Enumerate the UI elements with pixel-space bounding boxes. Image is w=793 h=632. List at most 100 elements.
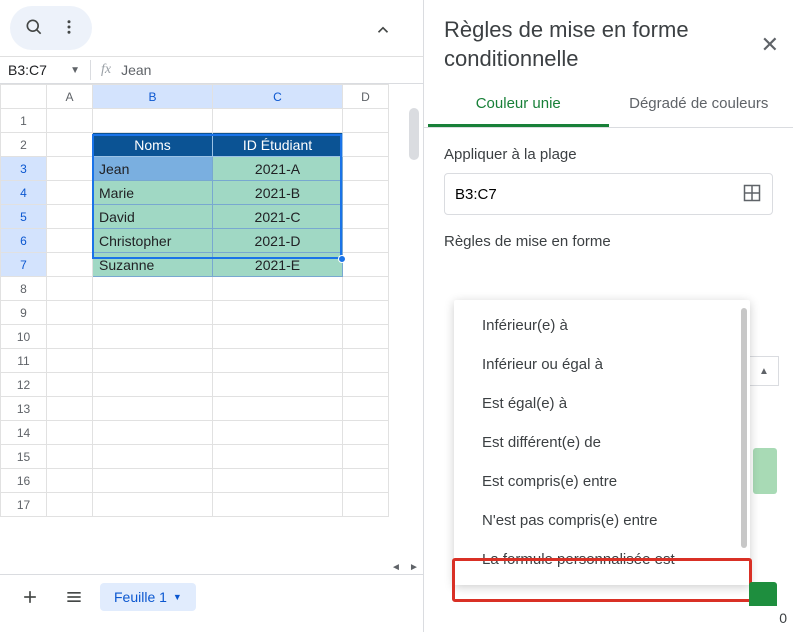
cell[interactable] (343, 445, 389, 469)
row-header[interactable]: 11 (1, 349, 47, 373)
cell[interactable] (343, 349, 389, 373)
cell[interactable] (343, 493, 389, 517)
cell[interactable] (213, 445, 343, 469)
cell[interactable]: Christopher (93, 229, 213, 253)
cell[interactable] (213, 109, 343, 133)
row-header[interactable]: 9 (1, 301, 47, 325)
cell[interactable]: Marie (93, 181, 213, 205)
row-header[interactable]: 3 (1, 157, 47, 181)
cell[interactable] (93, 469, 213, 493)
row-header[interactable]: 12 (1, 373, 47, 397)
tab-color-scale[interactable]: Dégradé de couleurs (609, 83, 790, 127)
cell[interactable] (93, 349, 213, 373)
cell[interactable] (93, 445, 213, 469)
cell[interactable]: ID Étudiant (213, 133, 343, 157)
row-header[interactable]: 14 (1, 421, 47, 445)
cell[interactable] (343, 181, 389, 205)
cell[interactable] (93, 421, 213, 445)
cell[interactable] (343, 373, 389, 397)
rule-option[interactable]: La formule personnalisée est (454, 540, 750, 579)
search-icon[interactable] (24, 17, 44, 40)
cell[interactable] (47, 421, 93, 445)
cell[interactable]: 2021-E (213, 253, 343, 277)
horizontal-scrollbar[interactable]: ◄ ► (0, 560, 423, 574)
cell[interactable] (93, 493, 213, 517)
col-header[interactable]: A (47, 85, 93, 109)
cell[interactable] (343, 277, 389, 301)
cell[interactable] (93, 373, 213, 397)
cell[interactable]: 2021-A (213, 157, 343, 181)
rule-option[interactable]: Est différent(e) de (454, 423, 750, 462)
cell[interactable] (343, 301, 389, 325)
cell[interactable] (47, 157, 93, 181)
row-header[interactable]: 17 (1, 493, 47, 517)
rule-option[interactable]: Est compris(e) entre (454, 462, 750, 501)
col-header[interactable]: C (213, 85, 343, 109)
cell[interactable] (47, 493, 93, 517)
cell[interactable] (47, 181, 93, 205)
rule-option[interactable]: Inférieur ou égal à (454, 345, 750, 384)
cell[interactable] (93, 109, 213, 133)
row-header[interactable]: 1 (1, 109, 47, 133)
done-button-partial[interactable] (749, 582, 777, 606)
row-header[interactable]: 15 (1, 445, 47, 469)
scroll-right-icon[interactable]: ► (405, 560, 423, 574)
dropdown-scrollbar[interactable] (741, 308, 747, 548)
spreadsheet-grid[interactable]: ABCD12NomsID Étudiant3Jean2021-A4Marie20… (0, 84, 389, 517)
row-header[interactable]: 6 (1, 229, 47, 253)
cell[interactable] (343, 469, 389, 493)
cell[interactable] (47, 301, 93, 325)
scrollbar-thumb[interactable] (409, 108, 419, 160)
cell[interactable]: 2021-C (213, 205, 343, 229)
cell[interactable] (343, 205, 389, 229)
cell[interactable] (213, 373, 343, 397)
cell[interactable] (47, 229, 93, 253)
cell[interactable] (213, 349, 343, 373)
row-header[interactable]: 8 (1, 277, 47, 301)
row-header[interactable]: 2 (1, 133, 47, 157)
cell[interactable] (343, 229, 389, 253)
cell[interactable] (47, 445, 93, 469)
row-header[interactable]: 4 (1, 181, 47, 205)
formula-value[interactable]: Jean (121, 62, 151, 78)
add-sheet-button[interactable] (12, 581, 48, 613)
rule-option[interactable]: N'est pas compris(e) entre (454, 501, 750, 540)
cell[interactable] (343, 133, 389, 157)
row-header[interactable]: 7 (1, 253, 47, 277)
sheet-tab[interactable]: Feuille 1 ▼ (100, 583, 196, 611)
cell[interactable] (93, 277, 213, 301)
col-header[interactable]: D (343, 85, 389, 109)
cell[interactable] (93, 301, 213, 325)
cell[interactable]: Noms (93, 133, 213, 157)
scroll-left-icon[interactable]: ◄ (387, 560, 405, 574)
cell[interactable] (47, 373, 93, 397)
close-icon[interactable]: ✕ (761, 32, 779, 58)
row-header[interactable]: 5 (1, 205, 47, 229)
cell[interactable] (93, 325, 213, 349)
cell[interactable] (343, 397, 389, 421)
cell[interactable] (47, 109, 93, 133)
cell[interactable] (213, 301, 343, 325)
cell[interactable] (213, 469, 343, 493)
cell[interactable] (47, 253, 93, 277)
cell[interactable]: 2021-B (213, 181, 343, 205)
cell[interactable] (213, 493, 343, 517)
cell[interactable] (343, 421, 389, 445)
cell[interactable] (343, 157, 389, 181)
cell[interactable]: Jean (93, 157, 213, 181)
more-vert-icon[interactable] (60, 18, 78, 39)
cell[interactable]: Suzanne (93, 253, 213, 277)
cell[interactable] (47, 469, 93, 493)
cell[interactable] (213, 325, 343, 349)
row-header[interactable]: 16 (1, 469, 47, 493)
cell[interactable] (213, 421, 343, 445)
cell[interactable] (47, 397, 93, 421)
cell[interactable] (47, 325, 93, 349)
cell[interactable] (47, 205, 93, 229)
rule-option[interactable]: Inférieur(e) à (454, 306, 750, 345)
cell[interactable]: David (93, 205, 213, 229)
cell[interactable] (93, 397, 213, 421)
cell[interactable] (47, 277, 93, 301)
all-sheets-button[interactable] (56, 581, 92, 613)
row-header[interactable]: 13 (1, 397, 47, 421)
